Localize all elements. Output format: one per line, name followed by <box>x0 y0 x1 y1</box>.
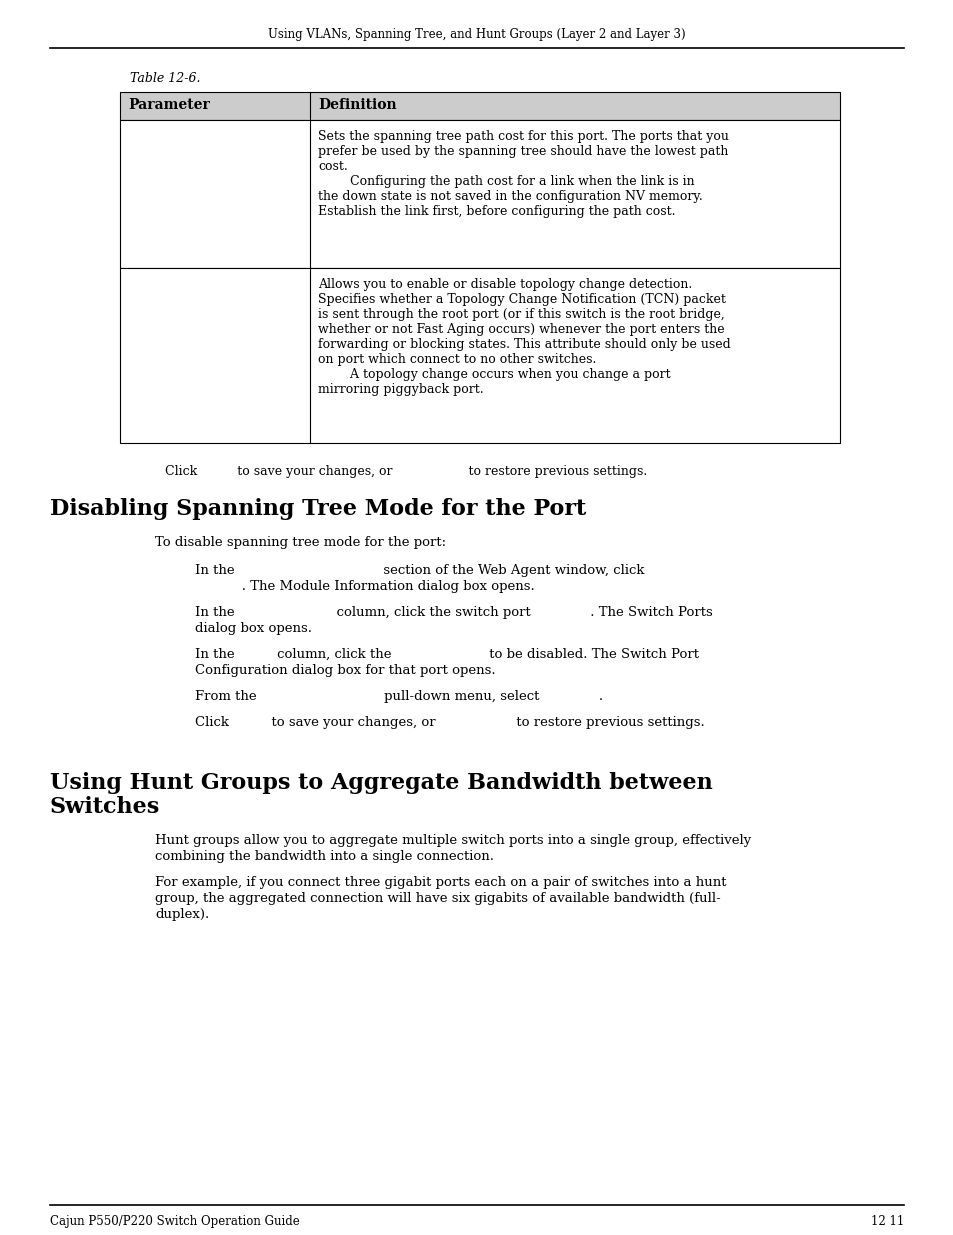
Text: Definition: Definition <box>317 98 396 112</box>
Text: combining the bandwidth into a single connection.: combining the bandwidth into a single co… <box>154 850 494 863</box>
Text: mirroring piggyback port.: mirroring piggyback port. <box>317 383 483 396</box>
Text: Configuration dialog box for that port opens.: Configuration dialog box for that port o… <box>194 664 496 677</box>
Text: Establish the link first, before configuring the path cost.: Establish the link first, before configu… <box>317 205 675 219</box>
Text: group, the aggregated connection will have six gigabits of available bandwidth (: group, the aggregated connection will ha… <box>154 892 720 905</box>
Text: whether or not Fast Aging occurs) whenever the port enters the: whether or not Fast Aging occurs) whenev… <box>317 324 724 336</box>
Text: Parameter: Parameter <box>128 98 210 112</box>
Text: duplex).: duplex). <box>154 908 209 921</box>
Text: forwarding or blocking states. This attribute should only be used: forwarding or blocking states. This attr… <box>317 338 730 351</box>
Text: Configuring the path cost for a link when the link is in: Configuring the path cost for a link whe… <box>317 175 694 188</box>
Text: Switches: Switches <box>50 797 160 818</box>
Text: prefer be used by the spanning tree should have the lowest path: prefer be used by the spanning tree shou… <box>317 144 727 158</box>
Text: Hunt groups allow you to aggregate multiple switch ports into a single group, ef: Hunt groups allow you to aggregate multi… <box>154 834 750 847</box>
Text: the down state is not saved in the configuration NV memory.: the down state is not saved in the confi… <box>317 190 702 203</box>
Text: To disable spanning tree mode for the port:: To disable spanning tree mode for the po… <box>154 536 446 550</box>
Text: on port which connect to no other switches.: on port which connect to no other switch… <box>317 353 596 366</box>
Text: is sent through the root port (or if this switch is the root bridge,: is sent through the root port (or if thi… <box>317 308 724 321</box>
Bar <box>120 91 840 120</box>
Text: From the                              pull-down menu, select              .: From the pull-down menu, select . <box>194 690 602 703</box>
Text: Using VLANs, Spanning Tree, and Hunt Groups (Layer 2 and Layer 3): Using VLANs, Spanning Tree, and Hunt Gro… <box>268 28 685 41</box>
Text: Table 12-6.: Table 12-6. <box>130 72 200 85</box>
Text: In the                        column, click the switch port              . The S: In the column, click the switch port . T… <box>194 606 712 619</box>
Text: Cajun P550/P220 Switch Operation Guide: Cajun P550/P220 Switch Operation Guide <box>50 1215 299 1228</box>
Text: 12 11: 12 11 <box>870 1215 903 1228</box>
Text: For example, if you connect three gigabit ports each on a pair of switches into : For example, if you connect three gigabi… <box>154 876 726 889</box>
Text: Allows you to enable or disable topology change detection.: Allows you to enable or disable topology… <box>317 278 692 291</box>
Text: dialog box opens.: dialog box opens. <box>194 622 312 635</box>
Text: . The Module Information dialog box opens.: . The Module Information dialog box open… <box>194 580 535 593</box>
Text: A topology change occurs when you change a port: A topology change occurs when you change… <box>317 368 670 382</box>
Text: In the                                   section of the Web Agent window, click: In the section of the Web Agent window, … <box>194 564 644 577</box>
Text: cost.: cost. <box>317 161 348 173</box>
Text: Click          to save your changes, or                   to restore previous se: Click to save your changes, or to restor… <box>194 716 704 729</box>
Text: Using Hunt Groups to Aggregate Bandwidth between: Using Hunt Groups to Aggregate Bandwidth… <box>50 772 712 794</box>
Text: Click          to save your changes, or                   to restore previous se: Click to save your changes, or to restor… <box>165 466 646 478</box>
Text: Disabling Spanning Tree Mode for the Port: Disabling Spanning Tree Mode for the Por… <box>50 498 586 520</box>
Bar <box>120 120 840 268</box>
Text: In the          column, click the                       to be disabled. The Swit: In the column, click the to be disabled.… <box>194 648 699 661</box>
Bar <box>120 268 840 443</box>
Text: Specifies whether a Topology Change Notification (TCN) packet: Specifies whether a Topology Change Noti… <box>317 293 725 306</box>
Text: Sets the spanning tree path cost for this port. The ports that you: Sets the spanning tree path cost for thi… <box>317 130 728 143</box>
